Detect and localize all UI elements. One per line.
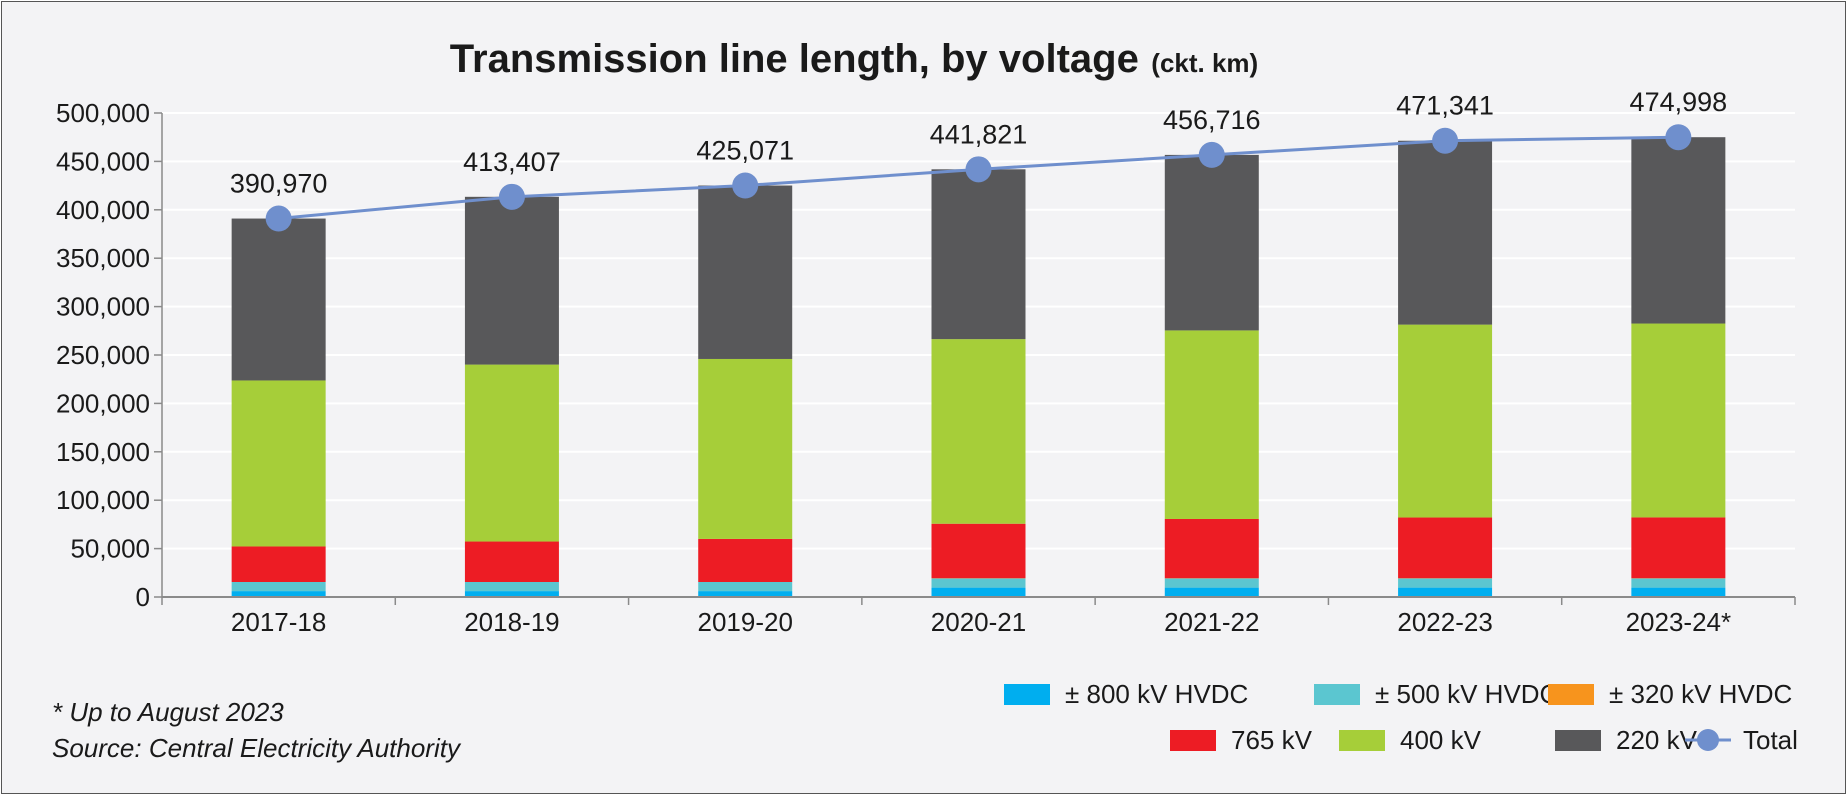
legend-swatch-800-kv-hvdc (1004, 684, 1050, 705)
total-label-2022-23: 471,341 (1396, 91, 1494, 121)
bar-2017-18-765-kv (231, 546, 326, 582)
legend-label-220-kv: 220 kV (1616, 725, 1698, 755)
total-label-2019-20: 425,071 (696, 136, 794, 166)
legend-swatch-total-marker (1697, 729, 1719, 751)
bar-2018-19-500-kv-hvdc (464, 581, 559, 592)
bar-2019-20-800-kv-hvdc (698, 591, 793, 597)
legend-label-800-kv-hvdc: ± 800 kV HVDC (1065, 679, 1248, 709)
total-point-2017-18 (265, 205, 292, 232)
legend-label-500-kv-hvdc: ± 500 kV HVDC (1375, 679, 1558, 709)
total-point-2018-19 (498, 183, 525, 210)
y-tick-label: 200,000 (56, 388, 150, 418)
bar-2018-19-800-kv-hvdc (464, 591, 559, 597)
legend-label-total: Total (1743, 725, 1798, 755)
total-point-2022-23 (1432, 127, 1459, 154)
bar-2023-24-220-kv (1631, 137, 1726, 324)
bar-2022-23-400-kv (1398, 324, 1493, 518)
footnote: * Up to August 2023 (52, 697, 284, 727)
bar-2021-22-500-kv-hvdc (1164, 578, 1259, 588)
source-note: Source: Central Electricity Authority (52, 733, 462, 763)
total-point-2019-20 (732, 172, 759, 199)
chart-title: Transmission line length, by voltage (ck… (450, 37, 1258, 81)
y-tick-label: 100,000 (56, 485, 150, 515)
total-point-2020-21 (965, 156, 992, 183)
chart-title-unit: (ckt. km) (1151, 48, 1258, 78)
y-tick-label: 450,000 (56, 146, 150, 176)
legend: ± 800 kV HVDC ± 500 kV HVDC ± 320 kV HVDC 7… (1004, 679, 1798, 755)
bar-2019-20-765-kv (698, 538, 793, 582)
bar-2021-22-765-kv (1164, 518, 1259, 579)
bar-2018-19-765-kv (464, 541, 559, 582)
total-label-2020-21: 441,821 (930, 119, 1028, 149)
legend-swatch-400-kv (1339, 730, 1385, 751)
bar-2017-18-220-kv (231, 218, 326, 381)
bar-2019-20-500-kv-hvdc (698, 581, 793, 592)
bar-2022-23-500-kv-hvdc (1398, 578, 1493, 588)
legend-label-400-kv: 400 kV (1400, 725, 1482, 755)
bar-2023-24-800-kv-hvdc (1631, 587, 1726, 597)
total-label-2017-18: 390,970 (230, 169, 328, 199)
total-label-2021-22: 456,716 (1163, 105, 1261, 135)
bar-2020-21-800-kv-hvdc (931, 587, 1026, 597)
x-tick-label: 2022-23 (1397, 607, 1492, 637)
bar-2023-24-500-kv-hvdc (1631, 578, 1726, 588)
legend-swatch-320-kv-hvdc (1548, 684, 1594, 705)
x-tick-label: 2021-22 (1164, 607, 1259, 637)
total-point-2023-24 (1665, 124, 1692, 151)
x-tick-label: 2018-19 (464, 607, 559, 637)
chart-title-main: Transmission line length, by voltage (450, 37, 1139, 81)
legend-swatch-220-kv (1555, 730, 1601, 751)
x-tick-label: 2020-21 (931, 607, 1026, 637)
legend-swatch-765-kv (1170, 730, 1216, 751)
bar-2020-21-765-kv (931, 523, 1026, 579)
x-tick-label: 2023-24* (1626, 607, 1732, 637)
bar-2020-21-400-kv (931, 339, 1026, 524)
legend-swatch-500-kv-hvdc (1314, 684, 1360, 705)
bar-2017-18-400-kv (231, 380, 326, 547)
x-tick-label: 2019-20 (698, 607, 793, 637)
y-tick-label: 50,000 (70, 534, 150, 564)
bar-2017-18-800-kv-hvdc (231, 591, 326, 597)
bar-2020-21-220-kv (931, 169, 1026, 340)
bar-2023-24-765-kv (1631, 517, 1726, 579)
y-tick-label: 0 (136, 582, 150, 612)
legend-label-320-kv-hvdc: ± 320 kV HVDC (1609, 679, 1792, 709)
bar-2019-20-220-kv (698, 185, 793, 359)
bar-2021-22-400-kv (1164, 330, 1259, 519)
y-axis-ticks: 0 50,000 100,000 150,000 200,000 250,000 300,0… (56, 98, 163, 612)
y-tick-label: 500,000 (56, 98, 150, 128)
legend-label-765-kv: 765 kV (1231, 725, 1313, 755)
y-tick-label: 150,000 (56, 437, 150, 467)
total-line (265, 124, 1692, 232)
bar-2021-22-800-kv-hvdc (1164, 587, 1259, 597)
y-tick-label: 300,000 (56, 292, 150, 322)
bar-2018-19-220-kv (464, 196, 559, 365)
bar-2021-22-220-kv (1164, 154, 1259, 331)
bar-2023-24-400-kv (1631, 323, 1726, 518)
bar-2022-23-800-kv-hvdc (1398, 587, 1493, 597)
bar-2020-21-500-kv-hvdc (931, 578, 1026, 588)
y-tick-label: 250,000 (56, 340, 150, 370)
x-axis-ticks: 2017-18 2018-19 2019-20 2020-21 2021-22 2022-… (161, 597, 1796, 637)
bar-2022-23-220-kv (1398, 140, 1493, 325)
bar-2018-19-400-kv (464, 364, 559, 542)
total-point-2021-22 (1198, 141, 1225, 168)
bars (231, 137, 1726, 597)
bar-2017-18-500-kv-hvdc (231, 581, 326, 592)
y-tick-label: 350,000 (56, 243, 150, 273)
total-label-2023-24: 474,998 (1630, 87, 1728, 117)
x-tick-label: 2017-18 (231, 607, 326, 637)
bar-2019-20-400-kv (698, 358, 793, 539)
total-label-2018-19: 413,407 (463, 147, 561, 177)
bar-2022-23-765-kv (1398, 517, 1493, 579)
y-tick-label: 400,000 (56, 195, 150, 225)
total-data-labels: 390,970 413,407 425,071 441,821 456,716 471,3… (230, 87, 1727, 198)
